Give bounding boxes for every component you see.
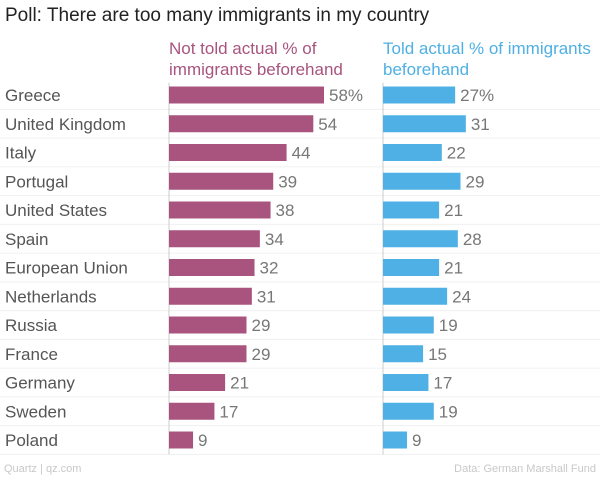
bar-series-1 bbox=[169, 431, 194, 449]
value-label-series-1: 21 bbox=[230, 374, 249, 393]
value-label-series-1: 29 bbox=[252, 345, 271, 364]
value-label-series-2: 29 bbox=[466, 172, 485, 191]
bar-series-1 bbox=[169, 287, 252, 305]
bar-series-2 bbox=[383, 201, 440, 219]
bar-series-2 bbox=[383, 402, 434, 420]
bar-series-1 bbox=[169, 316, 247, 334]
bar-series-1 bbox=[169, 259, 255, 276]
bar-series-2 bbox=[383, 374, 429, 391]
bar-series-1 bbox=[169, 115, 314, 133]
value-label-series-2: 24 bbox=[452, 287, 471, 306]
chart-title: Poll: There are too many immigrants in m… bbox=[5, 5, 430, 26]
value-label-series-1: 29 bbox=[252, 316, 271, 335]
bar-series-2 bbox=[383, 316, 434, 334]
bar-series-1 bbox=[169, 402, 215, 420]
bar-series-1 bbox=[169, 201, 271, 219]
bar-series-2 bbox=[383, 230, 458, 248]
category-label: Portugal bbox=[5, 172, 68, 191]
bar-series-2 bbox=[383, 431, 408, 449]
category-label: Italy bbox=[5, 144, 37, 163]
value-label-series-2: 22 bbox=[447, 144, 466, 163]
value-label-series-1: 39 bbox=[278, 172, 297, 191]
series-a-header: Not told actual % of immigrants beforeha… bbox=[169, 39, 343, 79]
category-label: United States bbox=[5, 201, 107, 220]
bar-series-2 bbox=[383, 172, 461, 190]
category-label: Netherlands bbox=[5, 287, 97, 306]
value-label-series-2: 19 bbox=[439, 316, 458, 335]
bar-series-1 bbox=[169, 230, 260, 248]
bar-series-2 bbox=[383, 144, 442, 161]
value-label-series-2: 31 bbox=[471, 115, 490, 134]
category-label: Sweden bbox=[5, 402, 66, 421]
value-label-series-2: 17 bbox=[433, 374, 452, 393]
category-label: Germany bbox=[5, 374, 75, 393]
value-label-series-1: 32 bbox=[260, 259, 279, 278]
value-label-series-1: 58% bbox=[329, 86, 363, 105]
value-label-series-2: 9 bbox=[412, 431, 421, 450]
value-label-series-2: 28 bbox=[463, 230, 482, 249]
series-b-header: Told actual % of immigrants beforehand bbox=[383, 39, 591, 79]
value-label-series-2: 21 bbox=[444, 201, 463, 220]
bar-series-2 bbox=[383, 86, 456, 104]
bar-series-1 bbox=[169, 345, 247, 363]
bar-series-1 bbox=[169, 86, 324, 104]
value-label-series-2: 27% bbox=[460, 86, 494, 105]
value-label-series-2: 15 bbox=[428, 345, 447, 364]
bar-series-1 bbox=[169, 374, 226, 391]
bar-series-1 bbox=[169, 144, 287, 161]
value-label-series-2: 19 bbox=[439, 402, 458, 421]
bar-series-2 bbox=[383, 287, 448, 305]
bar-series-2 bbox=[383, 345, 424, 363]
bar-series-2 bbox=[383, 115, 466, 133]
value-label-series-1: 9 bbox=[198, 431, 207, 450]
category-label: Poland bbox=[5, 431, 58, 450]
category-label: United Kingdom bbox=[5, 115, 126, 134]
value-label-series-1: 34 bbox=[265, 230, 284, 249]
value-label-series-1: 38 bbox=[276, 201, 295, 220]
value-label-series-1: 17 bbox=[219, 402, 238, 421]
category-label: France bbox=[5, 345, 58, 364]
value-label-series-2: 21 bbox=[444, 259, 463, 278]
category-label: European Union bbox=[5, 259, 128, 278]
value-label-series-1: 44 bbox=[292, 144, 311, 163]
bar-series-2 bbox=[383, 259, 440, 276]
category-label: Spain bbox=[5, 230, 48, 249]
category-label: Greece bbox=[5, 86, 61, 105]
category-label: Russia bbox=[5, 316, 58, 335]
data-credit: Data: German Marshall Fund bbox=[454, 463, 596, 475]
bar-series-1 bbox=[169, 172, 274, 190]
value-label-series-1: 54 bbox=[318, 115, 337, 134]
value-label-series-1: 31 bbox=[257, 287, 276, 306]
source-credit: Quartz | qz.com bbox=[4, 463, 82, 475]
